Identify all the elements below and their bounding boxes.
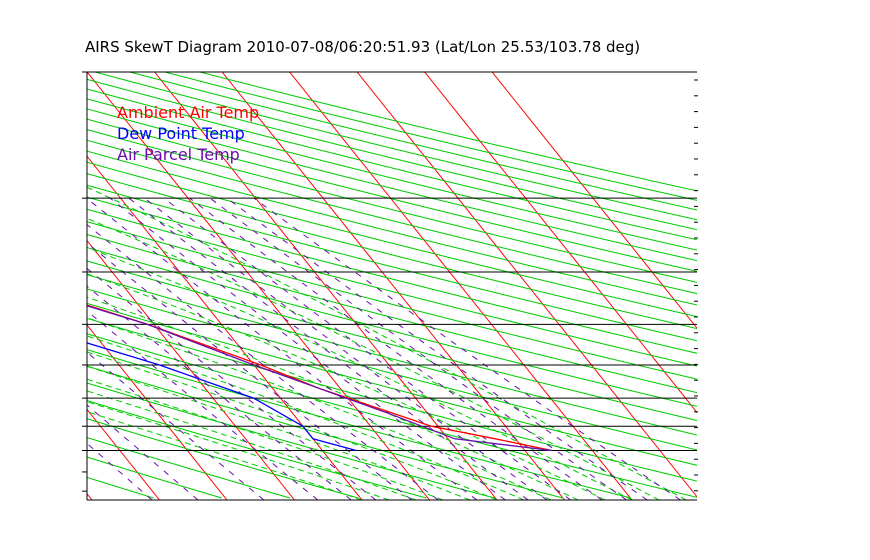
moist-adiabat-line: [87, 317, 552, 500]
dry-adiabat-line: [87, 88, 697, 241]
mixing-ratio-line: [87, 197, 478, 500]
mixing-ratio-line: [226, 197, 648, 500]
dry-adiabat-line: [87, 365, 564, 499]
dry-adiabat-line: [87, 139, 697, 295]
isotherm-line: [0, 72, 25, 500]
mixing-ratio-line: [128, 197, 529, 500]
dry-adiabat-line: [87, 78, 697, 231]
dry-adiabat-line: [87, 400, 427, 499]
dry-adiabat-line: [87, 150, 697, 306]
dry-adiabat-line: [87, 196, 697, 354]
moist-adiabat-line: [87, 217, 660, 500]
dry-adiabat-line: [199, 72, 697, 192]
mixing-ratio-line: [144, 197, 548, 500]
moist-adiabat-line: [87, 186, 687, 500]
isotherm-line: [221, 72, 565, 500]
dry-adiabat-line: [87, 161, 697, 318]
trace-series-1: [87, 342, 357, 452]
legend-air-parcel-temp: Air Parcel Temp: [117, 145, 240, 164]
isotherm-line: [356, 72, 697, 498]
isotherm-line: [154, 72, 498, 500]
dry-adiabat-line: [87, 317, 697, 482]
trace-series-0: [87, 304, 553, 452]
isotherm-line: [424, 72, 697, 414]
isotherm-line: [87, 492, 93, 500]
mixing-ratio-line: [87, 404, 199, 500]
dry-adiabat-line: [87, 302, 697, 466]
mixing-ratio-line: [163, 197, 571, 500]
dry-adiabat-line: [87, 118, 697, 272]
legend-ambient-air-temp: Ambient Air Temp: [117, 103, 259, 122]
legend-dew-point-temp: Dew Point Temp: [117, 124, 245, 143]
dry-adiabat-line: [0, 72, 17, 498]
dry-adiabat-line: [164, 72, 697, 201]
isotherm-line: [87, 239, 295, 500]
isotherm-line: [289, 72, 633, 500]
sounding-stats-panel: [694, 79, 698, 492]
dry-adiabat-line: [87, 288, 697, 451]
mixing-ratio-line: [87, 223, 439, 500]
dry-adiabat-line: [87, 418, 359, 499]
chart-title: AIRS SkewT Diagram 2010-07-08/06:20:51.9…: [85, 38, 640, 56]
mixing-ratio-line: [87, 242, 413, 500]
moist-adiabat-line: [87, 401, 390, 500]
mixing-ratio-line: [87, 310, 319, 500]
dry-adiabat-line: [87, 260, 697, 422]
diagram-grid: [0, 72, 697, 500]
moist-adiabat-line: [87, 296, 579, 500]
mixing-ratio-line: [87, 351, 265, 500]
moist-adiabat-line: [87, 390, 417, 500]
mixing-ratio-line: [87, 267, 377, 500]
dry-adiabat-line: [87, 208, 697, 367]
dry-adiabat-line: [0, 72, 85, 498]
mixing-ratio-line: [87, 442, 153, 500]
isotherm-line: [87, 408, 160, 500]
dry-adiabat-line: [87, 221, 697, 380]
dry-adiabat-line: [87, 349, 632, 499]
dry-adiabat-line: [87, 129, 697, 283]
dry-adiabat-line: [87, 184, 697, 342]
dry-adiabat-line: [87, 233, 697, 394]
mixing-ratio-line: [209, 197, 627, 500]
dry-adiabat-line: [87, 274, 697, 436]
dry-adiabat-line: [87, 173, 697, 330]
moist-adiabat-line: [87, 273, 606, 500]
moist-adiabat-line: [87, 365, 471, 500]
isotherm-line: [87, 72, 430, 500]
mixing-ratio-line: [87, 285, 352, 500]
diagram-axes: [82, 71, 697, 501]
dry-adiabat-line: [87, 108, 697, 262]
trace-series-2: [87, 305, 552, 452]
sounding-traces: [87, 304, 553, 452]
moist-adiabat-line: [87, 246, 633, 500]
moist-adiabat-line: [87, 335, 525, 500]
mixing-ratio-line: [189, 197, 603, 500]
dry-adiabat-line: [87, 247, 697, 407]
isotherm-line: [87, 324, 228, 500]
dry-adiabat-line: [87, 98, 697, 251]
dry-adiabat-line: [129, 72, 697, 211]
mixing-ratio-line: [109, 197, 506, 500]
legend: Ambient Air Temp Dew Point Temp Air Parc…: [117, 103, 259, 164]
dry-adiabat-line: [94, 72, 697, 221]
dry-adiabat-line: [87, 382, 495, 499]
